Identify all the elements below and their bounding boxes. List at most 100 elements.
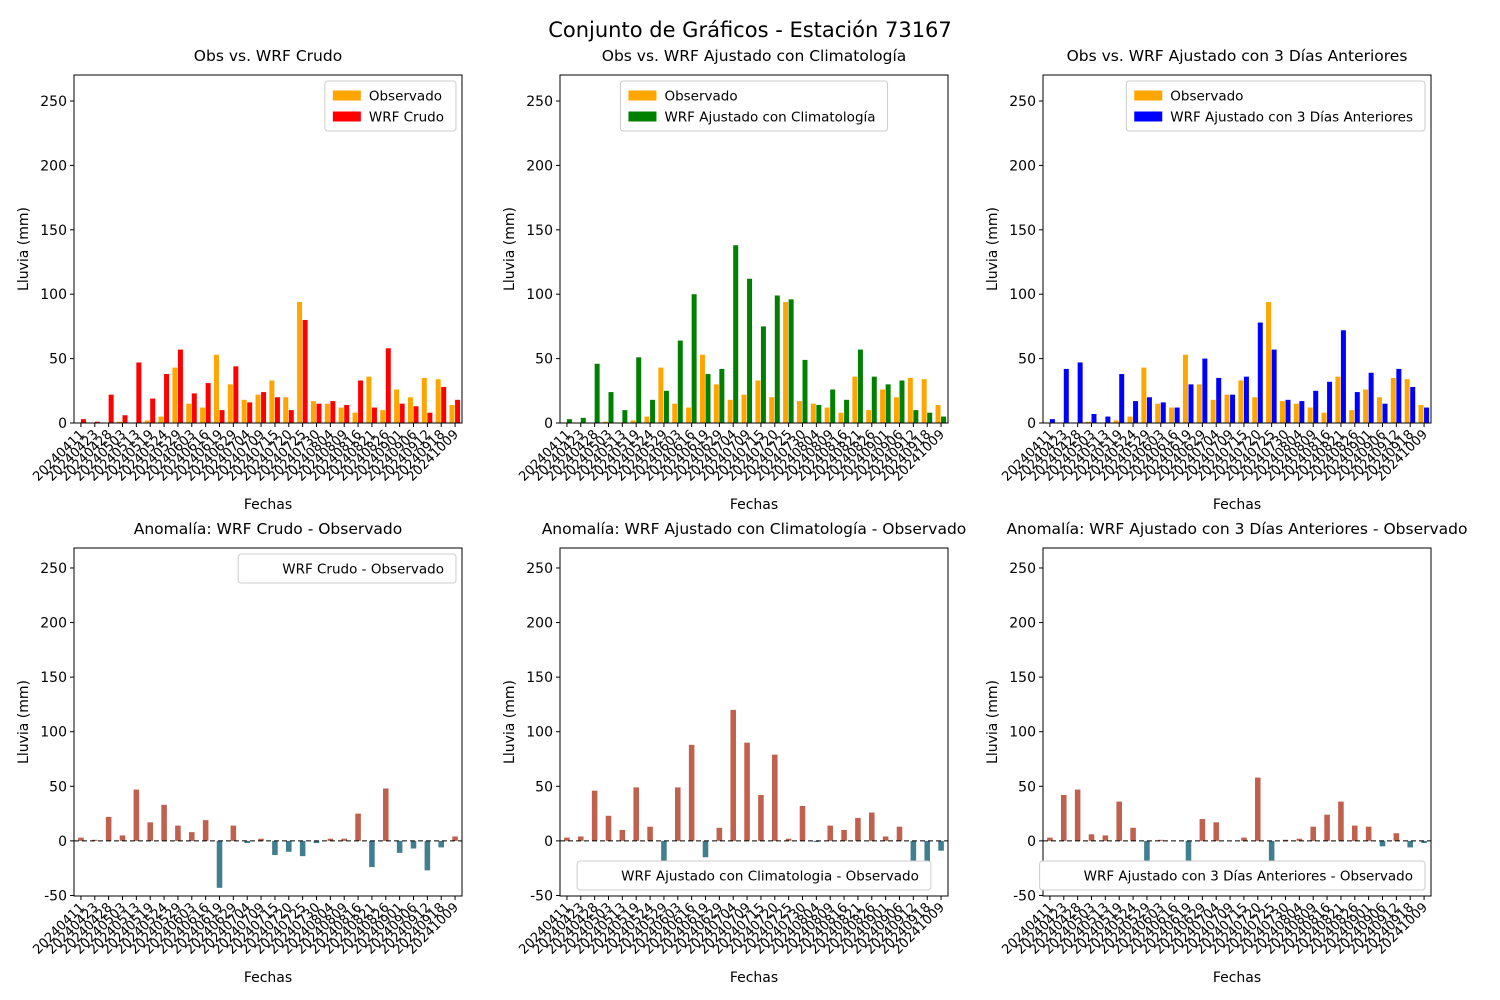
bar: [935, 404, 941, 423]
bar: [733, 245, 739, 423]
bar: [344, 404, 350, 423]
chart-title: Anomalía: WRF Ajustado con Climatología …: [542, 520, 967, 538]
bar: [1061, 795, 1067, 841]
bar: [216, 840, 223, 888]
bar: [727, 399, 733, 423]
bar: [1310, 826, 1316, 841]
y-tick-label: 100: [1009, 287, 1036, 303]
bar: [299, 840, 306, 857]
bar: [896, 826, 903, 841]
bar: [1130, 827, 1136, 841]
y-tick-label: 0: [1027, 416, 1036, 432]
bar: [255, 394, 261, 423]
bar: [1421, 840, 1427, 844]
bar: [677, 340, 683, 423]
bar: [1210, 399, 1216, 423]
bar: [94, 421, 100, 423]
bar: [1379, 840, 1386, 847]
legend-swatch: [332, 111, 361, 122]
legend-swatch: [332, 90, 361, 101]
y-tick-label: -50: [1013, 888, 1036, 904]
legend: WRF Crudo - Observado: [237, 553, 457, 584]
legend-label: Observado: [664, 89, 737, 105]
bar: [658, 367, 664, 423]
bar: [1307, 407, 1313, 423]
bar: [602, 421, 608, 423]
y-tick-label: 100: [40, 287, 67, 303]
bar: [1202, 358, 1208, 423]
axes-frame: [1042, 547, 1432, 897]
bar: [258, 838, 264, 841]
legend: Observado WRF Ajustado con Climatología: [619, 80, 889, 132]
bar: [844, 399, 850, 423]
bar: [410, 840, 417, 849]
chart-title: Anomalía: WRF Crudo - Observado: [134, 520, 403, 538]
y-tick-label: 150: [40, 670, 67, 686]
bar: [830, 389, 836, 423]
bar: [1279, 401, 1285, 423]
bar: [352, 412, 358, 423]
bar: [1144, 840, 1150, 866]
bar: [1410, 386, 1416, 423]
bar: [650, 399, 656, 423]
bar: [161, 804, 167, 841]
bar: [1271, 349, 1277, 423]
y-tick-label: 0: [58, 416, 67, 432]
x-axis-label: Fechas: [244, 970, 292, 986]
bar: [1266, 301, 1272, 423]
legend-box: [619, 80, 889, 132]
bar: [838, 412, 844, 423]
bar: [1196, 384, 1202, 423]
y-tick-label: 0: [58, 834, 67, 850]
bar: [941, 416, 947, 423]
bar: [1077, 362, 1083, 423]
bar: [147, 822, 153, 841]
y-tick-label: 150: [526, 223, 553, 239]
bar: [1091, 413, 1097, 423]
bar: [158, 416, 164, 423]
legend-swatch: [1134, 90, 1163, 101]
bar: [369, 840, 375, 868]
bar: [758, 795, 764, 841]
bar: [283, 397, 289, 423]
bar: [441, 386, 447, 423]
bar: [1354, 392, 1360, 423]
bar: [1424, 407, 1430, 423]
bar: [1340, 330, 1346, 423]
y-tick-label: 250: [40, 94, 67, 110]
bar: [244, 840, 250, 844]
bar: [421, 377, 427, 423]
bar: [566, 419, 572, 423]
chart-title: Obs vs. WRF Crudo: [194, 47, 342, 65]
x-axis-label: Fechas: [730, 970, 778, 986]
bar: [855, 817, 861, 841]
bar: [1230, 394, 1236, 423]
bar: [355, 813, 361, 841]
bar: [1365, 826, 1372, 841]
bar: [672, 403, 678, 423]
bar: [619, 829, 626, 841]
bar: [172, 367, 178, 423]
bar: [119, 835, 126, 841]
bar: [1238, 380, 1244, 423]
y-tick-label: -50: [530, 888, 553, 904]
bar: [1352, 825, 1358, 841]
legend-label: WRF Ajustado con 3 Días Anteriores - Obs…: [1084, 869, 1413, 885]
bar: [578, 836, 584, 841]
bar: [424, 840, 431, 871]
y-tick-label: 150: [1009, 670, 1036, 686]
x-axis-label: Fechas: [1213, 497, 1261, 513]
bar: [788, 299, 794, 423]
legend-label: WRF Ajustado con Climatologia - Observad…: [621, 869, 919, 885]
bar: [427, 412, 433, 423]
bar: [1285, 399, 1291, 423]
bar: [297, 301, 303, 423]
bar: [1338, 801, 1344, 841]
bar: [1185, 840, 1192, 866]
legend: WRF Ajustado con 3 Días Anteriores - Obs…: [1039, 860, 1426, 891]
bar: [810, 403, 816, 423]
bar: [1213, 822, 1219, 841]
y-axis-label: Lluvia (mm): [985, 680, 1001, 764]
bar: [1116, 801, 1122, 841]
